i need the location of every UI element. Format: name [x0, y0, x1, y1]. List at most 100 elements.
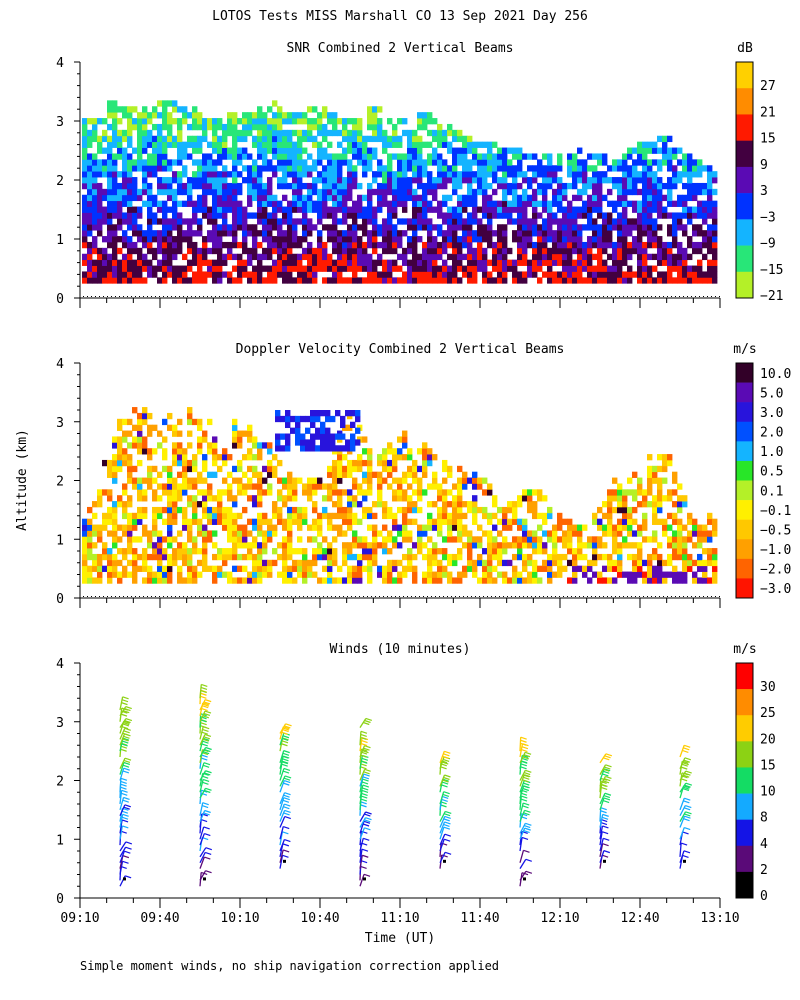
velocity-cell: [657, 477, 663, 484]
snr-cell: [122, 194, 128, 202]
velocity-cell: [222, 454, 228, 461]
snr-cell: [447, 123, 453, 131]
velocity-cell: [177, 542, 183, 549]
snr-cell: [97, 265, 103, 272]
snr-cell: [107, 253, 113, 261]
velocity-cell: [157, 530, 163, 537]
snr-cell: [607, 200, 613, 207]
velocity-cell: [142, 512, 148, 520]
snr-cell: [172, 171, 178, 178]
velocity-cell: [277, 506, 283, 514]
wind-barb-feather: [123, 761, 131, 766]
velocity-cell: [187, 483, 193, 490]
velocity-cell: [147, 542, 153, 549]
velocity-cell: [342, 559, 348, 567]
snr-cell: [452, 182, 458, 190]
snr-cell: [292, 236, 298, 243]
velocity-cell: [307, 477, 313, 484]
snr-cell: [207, 159, 213, 166]
velocity-cell: [242, 577, 248, 584]
wind-barb-staff: [519, 780, 525, 793]
wind-barb-feather: [203, 762, 211, 766]
velocity-cell: [242, 454, 248, 461]
snr-cell: [322, 206, 328, 213]
velocity-cell: [232, 536, 238, 543]
wind-barb-feather: [365, 811, 372, 815]
velocity-cell: [332, 489, 338, 496]
wind-barb-feather: [205, 770, 212, 774]
velocity-cell: [217, 553, 223, 561]
snr-cell: [382, 224, 388, 231]
velocity-cell: [157, 577, 163, 584]
snr-cell: [412, 224, 418, 231]
velocity-cell: [227, 454, 233, 461]
velocity-cell: [167, 542, 173, 549]
velocity-cell: [362, 536, 368, 543]
velocity-cell: [292, 518, 298, 525]
velocity-cell: [357, 571, 363, 578]
snr-cell: [167, 112, 173, 119]
velocity-cell: [417, 506, 423, 514]
velocity-cell: [202, 559, 208, 567]
snr-cell: [697, 171, 703, 178]
velocity-cell: [647, 477, 653, 484]
velocity-cell: [177, 448, 183, 455]
wind-barb-staff: [679, 842, 682, 857]
velocity-cell: [312, 518, 318, 525]
snr-cell: [317, 171, 323, 178]
velocity-cell: [350, 445, 356, 452]
snr-cell: [352, 247, 358, 255]
velocity-cell: [507, 542, 513, 549]
velocity-cell: [517, 571, 523, 578]
snr-cell: [412, 271, 418, 278]
velocity-cell: [537, 548, 543, 555]
snr-cell: [652, 188, 658, 196]
snr-cell: [122, 165, 128, 172]
snr-cell: [582, 188, 588, 196]
snr-cell: [102, 259, 108, 266]
wind-barb-feather: [441, 781, 449, 785]
snr-cell: [557, 236, 563, 243]
snr-cell: [82, 165, 88, 172]
velocity-cell: [97, 536, 103, 543]
snr-cell: [127, 118, 133, 125]
snr-cell: [352, 135, 358, 143]
snr-cell: [447, 218, 453, 225]
snr-cell: [347, 182, 353, 190]
velocity-cell: [187, 548, 193, 555]
snr-cell: [137, 112, 143, 119]
snr-cell: [597, 177, 603, 184]
snr-cell: [327, 171, 333, 178]
snr-cell: [207, 230, 213, 237]
snr-cell: [112, 118, 118, 125]
snr-cell: [112, 129, 118, 137]
snr-cell: [547, 212, 553, 219]
snr-cell: [397, 265, 403, 272]
velocity-cell: [397, 524, 403, 531]
wind-barb-feather: [525, 858, 532, 862]
snr-cell: [267, 182, 273, 190]
snr-cell: [547, 259, 553, 266]
snr-cell: [602, 265, 608, 272]
snr-cell: [217, 200, 223, 207]
snr-cell: [192, 135, 198, 143]
snr-cell: [297, 188, 303, 196]
snr-cell: [542, 153, 548, 160]
snr-cell: [567, 253, 573, 261]
snr-cell: [222, 153, 228, 160]
velocity-cell: [142, 530, 148, 537]
snr-cell: [157, 277, 163, 284]
velocity-cell: [417, 448, 423, 455]
snr-cell: [412, 171, 418, 178]
snr-cell: [557, 206, 563, 213]
snr-cell: [327, 118, 333, 125]
velocity-cell: [627, 477, 633, 484]
snr-cell: [597, 171, 603, 178]
velocity-cell: [487, 565, 493, 572]
velocity-cell: [357, 454, 363, 461]
snr-cell: [407, 271, 413, 278]
snr-cell: [607, 212, 613, 219]
snr-cell: [687, 241, 693, 249]
snr-cell: [572, 153, 578, 160]
snr-cell: [252, 230, 258, 237]
